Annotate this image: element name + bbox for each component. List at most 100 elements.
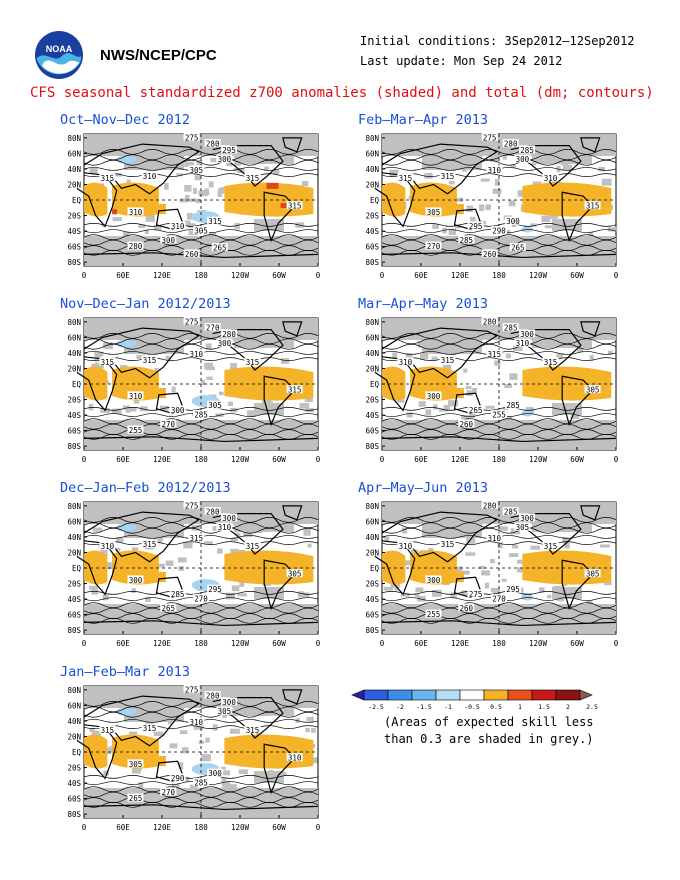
noaa-logo: NOAA	[35, 31, 83, 79]
contour-label: 305	[129, 760, 143, 769]
legend-swatch	[555, 689, 581, 701]
lat-tick-label: 80S	[67, 810, 81, 819]
lat-tick-label: 60N	[67, 701, 81, 710]
initial-conditions: Initial conditions: 3Sep2012–12Sep2012	[360, 34, 635, 48]
contour-label: 300	[161, 236, 175, 245]
org-name: NWS/NCEP/CPC	[100, 47, 217, 64]
panel-djf: Dec–Jan–Feb 2012/2013 275 280 300 310 315 315…	[60, 480, 350, 650]
lat-tick-label: 20N	[365, 364, 379, 373]
contour-label: 315	[246, 174, 260, 183]
contour-label: 270	[427, 242, 441, 251]
legend-swatch	[435, 689, 461, 701]
contour-label: 315	[101, 358, 115, 367]
contour-label: 315	[544, 542, 558, 551]
contour-label: 265	[511, 244, 525, 253]
contour-label: 285	[194, 411, 208, 420]
contour-label: 265	[469, 406, 483, 415]
skill-note: (Areas of expected skill less than 0.3 a…	[384, 714, 594, 748]
lat-tick-label: 60S	[67, 795, 81, 804]
lat-tick-label: 80N	[67, 686, 81, 695]
legend-tick: -2	[396, 703, 404, 711]
panel-jfm: Jan–Feb–Mar 2013 275 280 300 305 310 315 315 31…	[60, 664, 350, 834]
lat-tick-label: 80S	[365, 258, 379, 267]
lon-tick-label: 180	[194, 455, 208, 464]
contour-label: 295	[208, 585, 222, 594]
contour-label: 300	[506, 217, 520, 226]
lat-tick-label: 60N	[67, 517, 81, 526]
contour-label: 315	[143, 356, 157, 365]
contour-label: 315	[441, 356, 455, 365]
contour-label: 300	[222, 514, 236, 523]
contour-label: 315	[544, 358, 558, 367]
contour-label: 310	[399, 358, 413, 367]
contour-label: 305	[190, 166, 204, 175]
contour-label: 305	[516, 523, 530, 532]
lon-tick-label: 60E	[414, 271, 428, 280]
contour-label: 300	[427, 576, 441, 585]
contour-label: 280	[206, 140, 220, 149]
lon-tick-label: 180	[492, 455, 506, 464]
lon-tick-label: 120E	[451, 271, 470, 280]
lat-tick-label: 80N	[67, 134, 81, 143]
panel-amj: Apr–May–Jun 2013 280 285 300 305 310 315 315 31…	[358, 480, 648, 650]
lon-tick-label: 0	[380, 455, 385, 464]
lat-tick-label: 20N	[67, 548, 81, 557]
contour-label: 305	[288, 570, 302, 579]
skill-note-line1: (Areas of expected skill less	[384, 715, 594, 729]
contour-label: 310	[190, 350, 204, 359]
contour-label: 290	[492, 227, 506, 236]
contour-label: 270	[492, 595, 506, 604]
panel-title: Nov–Dec–Jan 2012/2013	[60, 296, 231, 312]
contour-label: 285	[504, 324, 518, 333]
lat-tick-label: 40S	[67, 227, 81, 236]
lat-tick-label: 40N	[67, 349, 81, 358]
contour-label: 280	[504, 140, 518, 149]
lon-tick-label: 120E	[153, 639, 172, 648]
contour-label: 275	[185, 317, 199, 326]
contour-label: 300	[129, 576, 143, 585]
lat-tick-label: 20N	[67, 732, 81, 741]
contour-label: 295	[469, 222, 483, 231]
contour-label: 280	[206, 692, 220, 701]
lat-tick-label: 80N	[365, 134, 379, 143]
lon-tick-label: 120W	[529, 639, 548, 648]
legend-tick: -1	[444, 703, 452, 711]
lon-tick-label: 60W	[272, 639, 286, 648]
lon-tick-label: 0	[614, 271, 619, 280]
contour-label: 300	[218, 339, 232, 348]
contour-label: 295	[506, 585, 520, 594]
legend-tick: 2.5	[586, 703, 598, 711]
lat-tick-label: 60S	[365, 611, 379, 620]
contour-label: 280	[483, 317, 497, 326]
lat-tick-label: 60S	[67, 611, 81, 620]
lat-tick-label: 20S	[365, 580, 379, 589]
lat-tick-label: 20S	[67, 764, 81, 773]
contour-label: 285	[171, 590, 185, 599]
contour-label: 270	[161, 420, 175, 429]
contour-label: 295	[222, 146, 236, 155]
page-title: CFS seasonal standardized z700 anomalies…	[30, 85, 654, 101]
lat-tick-label: 40S	[67, 595, 81, 604]
panel-title: Jan–Feb–Mar 2013	[60, 664, 191, 680]
lon-tick-label: 0	[380, 271, 385, 280]
contour-label: 305	[427, 208, 441, 217]
lon-tick-label: 120W	[529, 455, 548, 464]
lat-tick-label: 80S	[365, 442, 379, 451]
lon-tick-label: 180	[194, 823, 208, 832]
contour-label: 300	[218, 155, 232, 164]
legend-swatch	[483, 689, 509, 701]
contour-label: 315	[190, 534, 204, 543]
skill-note-line2: than 0.3 are shaded in grey.)	[384, 732, 594, 746]
lat-tick-label: 60N	[67, 333, 81, 342]
contour-label: 275	[185, 501, 199, 510]
lat-tick-label: 40N	[67, 533, 81, 542]
contour-label: 285	[506, 401, 520, 410]
lon-tick-label: 120E	[451, 639, 470, 648]
lat-tick-label: EQ	[370, 196, 380, 205]
lat-tick-label: 60S	[67, 243, 81, 252]
lat-tick-label: 40N	[365, 533, 379, 542]
panel-fma: Feb–Mar–Apr 2013 275 280 285 300 310 315 310 31…	[358, 112, 648, 282]
contour-label: 265	[213, 244, 227, 253]
